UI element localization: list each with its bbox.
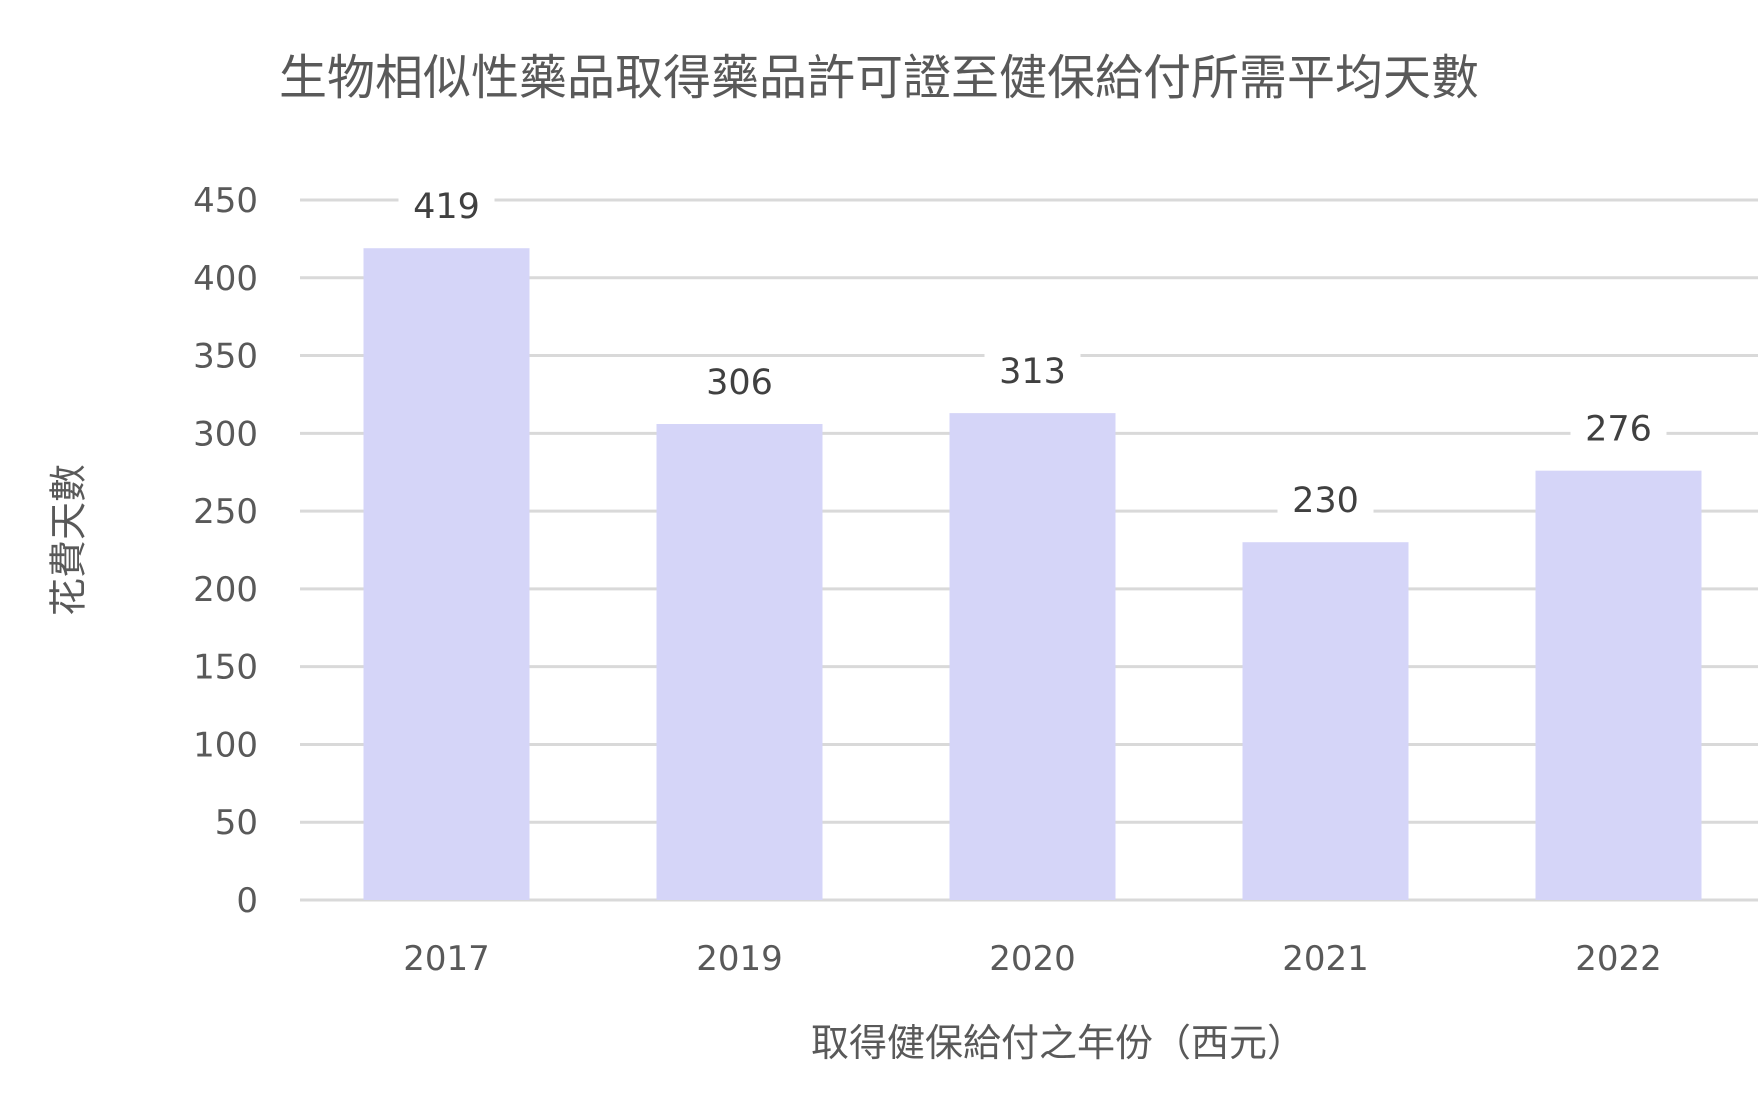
y-tick-label: 400 — [193, 259, 258, 299]
data-label: 276 — [1585, 410, 1652, 450]
x-tick-label: 2021 — [1282, 939, 1369, 979]
y-tick-label: 450 — [193, 181, 258, 221]
data-label-background — [691, 360, 788, 406]
x-tick-label: 2022 — [1575, 939, 1662, 979]
data-label-background — [984, 349, 1081, 396]
data-label: 306 — [706, 363, 773, 403]
bar — [1535, 470, 1702, 900]
y-tick-label: 0 — [236, 881, 258, 921]
bar — [656, 424, 823, 900]
y-tick-label: 300 — [193, 414, 258, 454]
y-tick-label: 250 — [193, 492, 258, 532]
x-tick-label: 2019 — [696, 939, 783, 979]
data-label: 419 — [413, 187, 480, 227]
x-axis-title: 取得健保給付之年份（西元） — [810, 1021, 1306, 1065]
x-tick-label: 2020 — [989, 939, 1076, 979]
y-tick-label: 350 — [193, 337, 258, 377]
y-tick-label: 200 — [193, 570, 258, 610]
bar — [363, 248, 530, 900]
data-label: 313 — [999, 352, 1066, 392]
x-tick-label: 2017 — [403, 939, 490, 979]
y-tick-label: 100 — [193, 725, 258, 765]
chart-title: 生物相似性藥品取得藥品許可證至健保給付所需平均天數 — [278, 50, 1479, 106]
bar — [1242, 542, 1409, 900]
bar — [949, 413, 1116, 900]
data-label-background — [1570, 406, 1667, 453]
data-label: 230 — [1292, 481, 1359, 521]
data-label-background — [1277, 478, 1374, 525]
data-label-background — [398, 184, 495, 231]
y-tick-label: 50 — [215, 803, 258, 843]
y-tick-label: 150 — [193, 648, 258, 688]
